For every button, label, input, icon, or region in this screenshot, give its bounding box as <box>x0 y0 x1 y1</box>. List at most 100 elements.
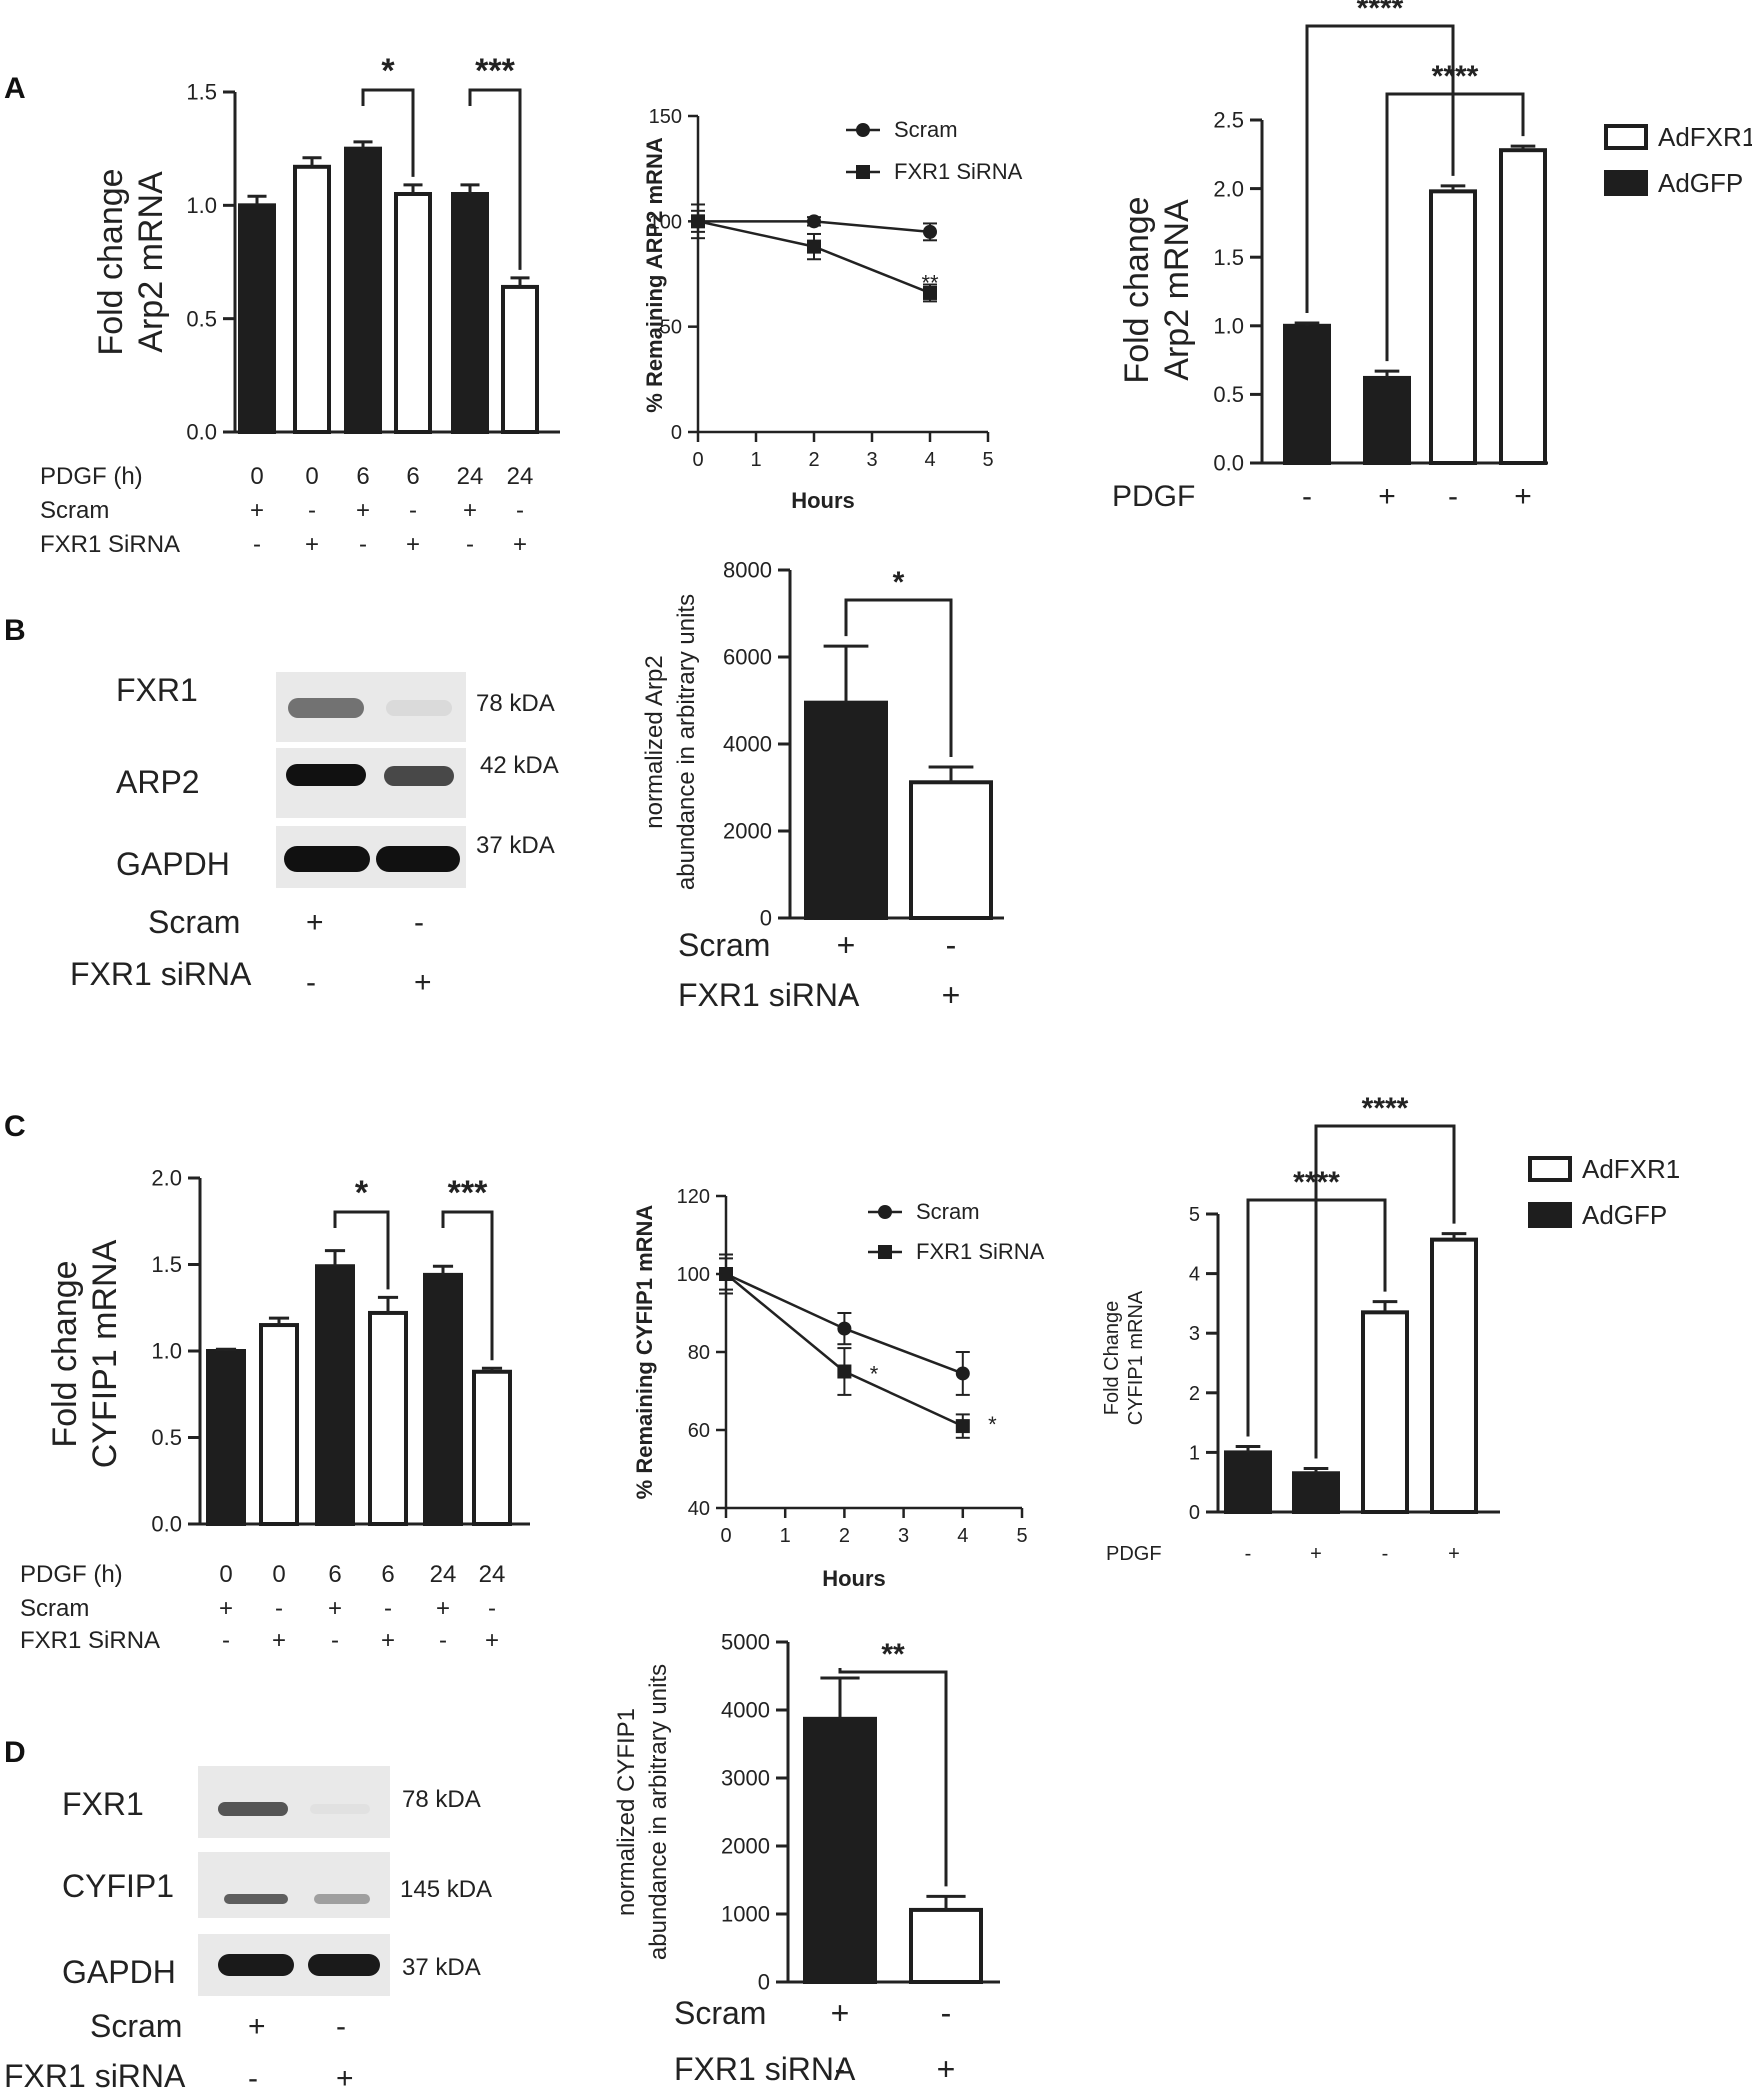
condition-label: Scram <box>678 927 770 963</box>
bar <box>804 700 888 920</box>
x-axis-label: Hours <box>791 488 855 513</box>
legend-swatch <box>1604 124 1648 150</box>
blot-d-row-cyfip1 <box>198 1852 390 1918</box>
blot-d-row-gapdh <box>198 1934 390 1996</box>
condition-label: FXR1 SiRNA <box>20 1627 160 1654</box>
y-tick-label: 60 <box>688 1420 710 1442</box>
condition-label: Scram <box>40 497 109 524</box>
x-axis-label: Hours <box>822 1566 886 1591</box>
condition-value: 0 <box>305 463 318 490</box>
blot-d-row-fxr1 <box>198 1766 390 1838</box>
x-tick-label: 5 <box>982 449 993 471</box>
x-tick-label: 1 <box>780 1525 791 1547</box>
condition-label: Scram <box>20 1595 89 1622</box>
bar <box>238 203 276 434</box>
y-tick-label: 8000 <box>723 558 772 583</box>
condition-label: PDGF <box>1112 480 1195 513</box>
bar <box>451 192 489 434</box>
legend-swatch <box>1528 1156 1572 1182</box>
legend-marker <box>856 165 870 179</box>
condition-value: + <box>436 1595 450 1622</box>
y-tick-label: 0 <box>1189 1502 1200 1524</box>
bar <box>803 1716 877 1984</box>
bar <box>423 1272 463 1526</box>
condition-value: 0 <box>219 1561 232 1588</box>
condition-value: - <box>331 1627 339 1654</box>
significance-label: ** <box>881 1638 905 1671</box>
y-axis-label: Fold change <box>92 168 130 355</box>
legend-label: Scram <box>916 1199 980 1224</box>
blot-b-row-fxr1 <box>276 672 466 742</box>
y-axis-label: % Remaining CYFIP1 mRNA <box>632 1205 657 1500</box>
significance-label: **** <box>1432 60 1479 93</box>
chart-a3: 0.0 0.5 1.0 1.5 2.0 2.5 Fold change Arp2 mRNA PD… <box>1112 0 1752 513</box>
y-tick-label: 2 <box>1189 1383 1200 1405</box>
x-tick-label: 5 <box>1016 1525 1027 1547</box>
y-tick-label: 4000 <box>723 732 772 757</box>
significance-label: **** <box>1357 0 1404 25</box>
y-tick-label: 120 <box>677 1186 710 1208</box>
bar <box>1224 1450 1272 1515</box>
legend-label: AdGFP <box>1658 168 1743 198</box>
condition-value: + <box>272 1627 286 1654</box>
bar <box>344 146 382 435</box>
x-tick-label: 3 <box>866 449 877 471</box>
y-tick-label: 1.5 <box>151 1252 182 1277</box>
condition-value: + <box>250 497 264 524</box>
condition-value: + <box>406 531 420 558</box>
bar <box>293 164 331 435</box>
bar <box>1361 1310 1409 1514</box>
panel-letter-b: B <box>4 614 26 647</box>
bar <box>1283 323 1331 465</box>
y-tick-label: 80 <box>688 1342 710 1364</box>
significance-bracket <box>333 1210 390 1290</box>
y-tick-label: 2.0 <box>1213 176 1244 201</box>
data-point <box>955 1366 970 1381</box>
data-point <box>837 1364 852 1379</box>
condition-label: PDGF <box>1106 1543 1162 1565</box>
condition-value: 0 <box>250 463 263 490</box>
y-tick-label: 1.0 <box>1213 314 1244 339</box>
y-tick-label: 2.0 <box>151 1166 182 1191</box>
blot-b-row-gapdh <box>276 826 466 888</box>
blot-b-sign: - <box>414 906 424 939</box>
y-tick-label: 2000 <box>723 819 772 844</box>
blot-d-label-gapdh: GAPDH <box>62 1954 176 1990</box>
y-tick-label: 1000 <box>721 1902 770 1927</box>
significance-label: * <box>870 1362 879 1387</box>
y-tick-label: 3000 <box>721 1766 770 1791</box>
data-point <box>807 239 821 254</box>
x-tick-label: 0 <box>720 1525 731 1547</box>
blot-d-sign: - <box>336 2010 346 2043</box>
y-tick-label: 0 <box>760 906 772 931</box>
blot-band <box>288 698 364 718</box>
condition-value: 6 <box>381 1561 394 1588</box>
x-tick-label: 1 <box>750 449 761 471</box>
blot-d-sign: - <box>248 2062 258 2095</box>
blot-d-kda-cyfip1: 145 kDA <box>400 1876 493 1903</box>
significance-bracket <box>1305 24 1455 314</box>
significance-label: *** <box>448 1174 488 1212</box>
condition-value: 24 <box>507 463 534 490</box>
condition-value: + <box>463 497 477 524</box>
blot-d-condition-fxr1-sirna: FXR1 siRNA <box>4 2058 186 2094</box>
condition-value: - <box>253 531 261 558</box>
bar <box>1363 375 1411 466</box>
condition-value: + <box>513 531 527 558</box>
blot-d-sign: + <box>248 2010 266 2043</box>
significance-label: * <box>381 52 395 90</box>
condition-value: - <box>384 1595 392 1622</box>
y-axis-label: abundance in arbitrary units <box>673 594 700 890</box>
condition-value: + <box>831 1995 850 2031</box>
y-axis-label: CYFIP1 mRNA <box>86 1239 124 1468</box>
x-tick-label: 0 <box>692 449 703 471</box>
panel-letter-d: D <box>4 1736 26 1769</box>
data-point <box>691 214 705 229</box>
y-axis-label: normalized Arp2 <box>641 655 668 828</box>
x-tick-label: 3 <box>898 1525 909 1547</box>
bar <box>206 1349 246 1526</box>
legend-label: AdFXR1 <box>1658 122 1752 152</box>
y-axis-label: normalized CYFIP1 <box>613 1708 640 1916</box>
legend-marker <box>856 123 870 137</box>
